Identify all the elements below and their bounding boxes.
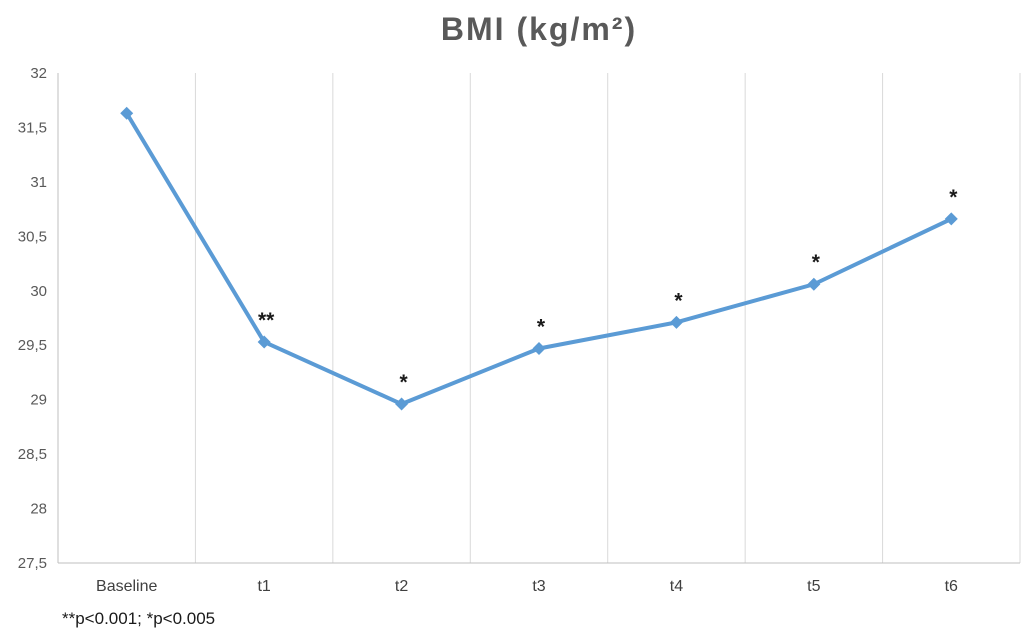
data-point-marker [669, 315, 683, 329]
y-tick-label: 28 [30, 501, 47, 518]
significance-asterisk: * [537, 315, 546, 338]
data-point-marker [257, 335, 271, 349]
data-point-marker [944, 212, 958, 226]
y-tick-label: 31 [30, 174, 47, 191]
significance-asterisk: * [399, 371, 408, 394]
significance-asterisk: ** [258, 309, 275, 332]
significance-asterisk: * [949, 186, 958, 209]
significance-footnote: **p<0.001; *p<0.005 [62, 609, 216, 628]
data-point-marker [532, 341, 546, 355]
x-tick-label: t6 [945, 578, 958, 595]
x-tick-label: Baseline [96, 578, 157, 595]
x-tick-label: t2 [395, 578, 408, 595]
y-tick-label: 29 [30, 392, 47, 409]
y-tick-label: 31,5 [18, 119, 47, 136]
line-series [124, 111, 954, 407]
significance-asterisk: * [812, 251, 821, 274]
data-point-marker [395, 397, 409, 411]
y-tick-label: 29,5 [18, 337, 47, 354]
data-point-marker [120, 106, 134, 120]
y-tick-label: 32 [30, 65, 47, 82]
y-tick-label: 30 [30, 283, 47, 300]
y-tick-label: 30,5 [18, 228, 47, 245]
significance-asterisk: * [674, 289, 683, 312]
x-tick-label: t1 [257, 578, 270, 595]
chart-title: BMI (kg/m²) [440, 11, 638, 47]
y-tick-label: 28,5 [18, 446, 47, 463]
y-tick-label: 27,5 [18, 555, 47, 572]
x-tick-label: t4 [670, 578, 683, 595]
data-point-marker [807, 277, 821, 291]
x-tick-label: t5 [807, 578, 820, 595]
x-tick-label: t3 [532, 578, 545, 595]
